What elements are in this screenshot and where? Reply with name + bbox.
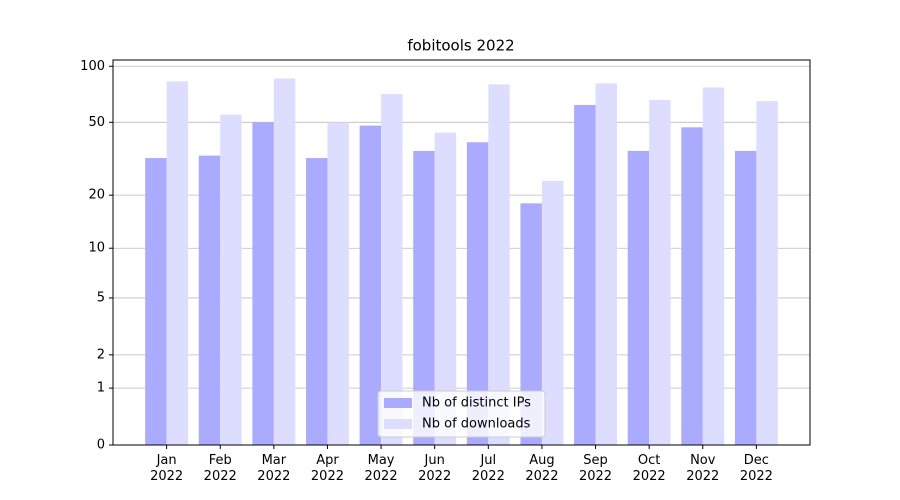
y-tick-label: 1 <box>97 381 105 396</box>
x-tick-label: Dec 2022 <box>739 453 773 484</box>
legend-swatch <box>384 419 412 429</box>
bar <box>166 81 189 445</box>
bar <box>649 99 671 445</box>
bar <box>595 83 617 445</box>
x-tick-label: Apr 2022 <box>310 453 344 484</box>
bar <box>702 87 725 446</box>
bar <box>681 127 703 445</box>
x-tick-label: Mar 2022 <box>257 453 291 484</box>
bar <box>627 150 650 446</box>
chart-title: fobitools 2022 <box>407 37 514 55</box>
x-tick-label: Oct 2022 <box>632 453 666 484</box>
legend-label: Nb of downloads <box>422 417 531 432</box>
bar <box>381 94 403 446</box>
x-tick-label: Jan 2022 <box>150 453 184 484</box>
y-tick-label: 20 <box>88 188 105 203</box>
x-tick-label: Sep 2022 <box>578 453 613 484</box>
y-tick-label: 2 <box>97 347 105 362</box>
x-tick-label: May 2022 <box>364 453 398 484</box>
bar <box>488 84 510 445</box>
y-tick-label: 0 <box>97 438 105 453</box>
y-tick-label: 50 <box>88 115 105 130</box>
x-tick-label: Jun 2022 <box>418 453 452 484</box>
bar <box>756 101 778 445</box>
legend-box <box>377 390 546 438</box>
x-tick-label: Aug 2022 <box>525 453 559 484</box>
x-tick-label: Jul 2022 <box>471 453 505 484</box>
bar <box>273 78 296 446</box>
bar <box>541 180 564 445</box>
x-tick-label: Nov 2022 <box>686 453 720 484</box>
bar <box>145 158 167 445</box>
x-tick-label: Feb 2022 <box>203 453 237 484</box>
y-tick-label: 100 <box>80 59 105 74</box>
bar <box>252 122 274 445</box>
axes-frame <box>112 59 811 446</box>
bar <box>327 122 349 445</box>
bar <box>198 155 221 445</box>
bar <box>413 150 435 446</box>
bar <box>359 125 382 445</box>
legend-label: Nb of distinct IPs <box>422 396 531 411</box>
bar <box>306 158 328 445</box>
bar <box>574 104 596 446</box>
bar <box>434 132 457 445</box>
y-tick-label: 5 <box>97 290 105 305</box>
bar <box>220 114 242 445</box>
legend-swatch <box>384 398 412 408</box>
bar <box>466 142 489 445</box>
y-tick-label: 10 <box>88 241 105 256</box>
legend: Nb of distinct IPs Nb of downloads <box>377 390 546 438</box>
bar <box>734 150 757 446</box>
bar <box>520 203 542 445</box>
